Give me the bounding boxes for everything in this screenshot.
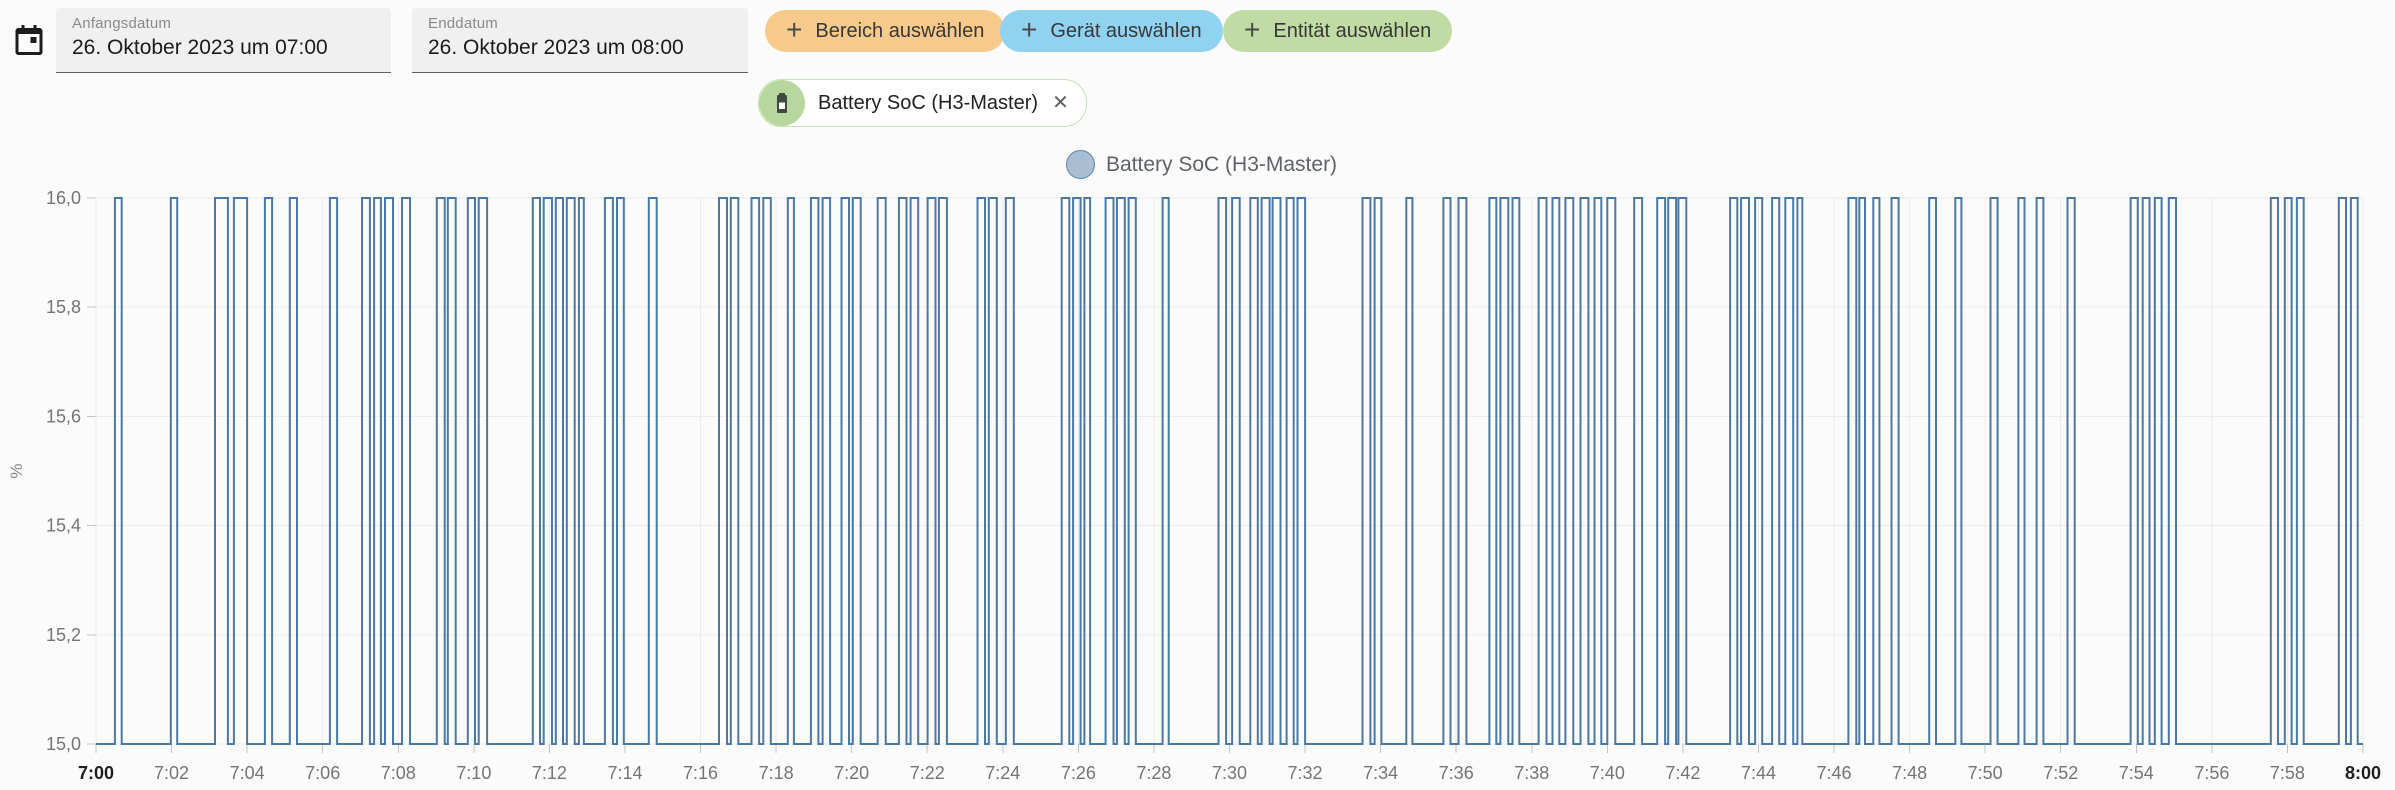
- end-date-label: Enddatum: [428, 15, 498, 32]
- x-axis-label: 7:24: [985, 763, 1020, 783]
- start-date-value: 26. Oktober 2023 um 07:00: [72, 36, 328, 59]
- x-axis-label: 7:28: [1136, 763, 1171, 783]
- plus-icon: +: [1021, 13, 1038, 45]
- x-axis-label: 7:44: [1741, 763, 1776, 783]
- start-date-label: Anfangsdatum: [72, 15, 172, 32]
- x-axis-label: 7:14: [607, 763, 642, 783]
- legend-item-battery-soc[interactable]: Battery SoC (H3-Master): [1066, 150, 1337, 179]
- plus-icon: +: [1244, 13, 1261, 45]
- start-date-field[interactable]: Anfangsdatum 26. Oktober 2023 um 07:00: [56, 8, 391, 73]
- x-axis-label: 7:34: [1363, 763, 1398, 783]
- x-axis-label: 7:06: [305, 763, 340, 783]
- x-axis-label: 7:42: [1665, 763, 1700, 783]
- x-axis-label: 7:54: [2119, 763, 2154, 783]
- entity-chip-battery-soc[interactable]: Battery SoC (H3-Master) ✕: [758, 79, 1087, 127]
- x-axis-label: 7:22: [910, 763, 945, 783]
- select-entity-label: Entität auswählen: [1273, 19, 1432, 42]
- y-axis-title: %: [7, 463, 26, 478]
- legend-dot: [1066, 150, 1095, 179]
- end-date-value: 26. Oktober 2023 um 08:00: [428, 36, 684, 59]
- x-axis-label: 7:56: [2194, 763, 2229, 783]
- calendar-button[interactable]: [8, 20, 50, 62]
- entity-chip-label: Battery SoC (H3-Master): [818, 91, 1039, 114]
- y-axis-label: 15,2: [46, 625, 81, 645]
- chart-grid: [87, 197, 2364, 753]
- x-axis-label: 7:46: [1817, 763, 1852, 783]
- plus-icon: +: [786, 13, 803, 45]
- x-axis-label: 7:00: [78, 763, 114, 783]
- select-device-chip[interactable]: + Gerät auswählen: [1000, 10, 1223, 52]
- series-line-battery-soc: [96, 197, 2363, 745]
- y-axis-label: 15,4: [46, 516, 81, 536]
- close-icon[interactable]: ✕: [1052, 92, 1069, 114]
- x-axis-label: 7:38: [1514, 763, 1549, 783]
- x-axis-label: 7:12: [532, 763, 567, 783]
- x-axis-label: 7:04: [230, 763, 265, 783]
- x-axis-label: 7:30: [1212, 763, 1247, 783]
- select-entity-chip[interactable]: + Entität auswählen: [1223, 10, 1453, 52]
- x-axis-label: 7:40: [1590, 763, 1625, 783]
- x-axis-label: 8:00: [2345, 763, 2381, 783]
- select-device-label: Gerät auswählen: [1050, 19, 1202, 42]
- x-axis-label: 7:08: [381, 763, 416, 783]
- x-axis-label: 7:26: [1061, 763, 1096, 783]
- y-axis-label: 15,0: [46, 734, 81, 754]
- end-date-field[interactable]: Enddatum 26. Oktober 2023 um 08:00: [412, 8, 748, 73]
- x-axis-label: 7:52: [2043, 763, 2078, 783]
- x-axis-label: 7:50: [1968, 763, 2003, 783]
- x-axis-label: 7:10: [456, 763, 491, 783]
- x-axis-label: 7:32: [1288, 763, 1323, 783]
- battery-icon: [777, 93, 787, 113]
- x-axis-label: 7:16: [683, 763, 718, 783]
- select-area-label: Bereich auswählen: [815, 19, 985, 42]
- x-axis-label: 7:18: [759, 763, 794, 783]
- x-axis-label: 7:20: [834, 763, 869, 783]
- x-axis-label: 7:58: [2270, 763, 2305, 783]
- y-axis-label: 16,0: [46, 188, 81, 208]
- x-axis-label: 7:36: [1439, 763, 1474, 783]
- calendar-icon: [15, 25, 43, 55]
- x-axis-label: 7:48: [1892, 763, 1927, 783]
- select-area-chip[interactable]: + Bereich auswählen: [765, 10, 1006, 52]
- x-axis-label: 7:02: [154, 763, 189, 783]
- legend-label: Battery SoC (H3-Master): [1106, 152, 1338, 176]
- y-axis-label: 15,6: [46, 406, 81, 426]
- y-axis-label: 15,8: [46, 297, 81, 317]
- entity-avatar: [759, 80, 805, 126]
